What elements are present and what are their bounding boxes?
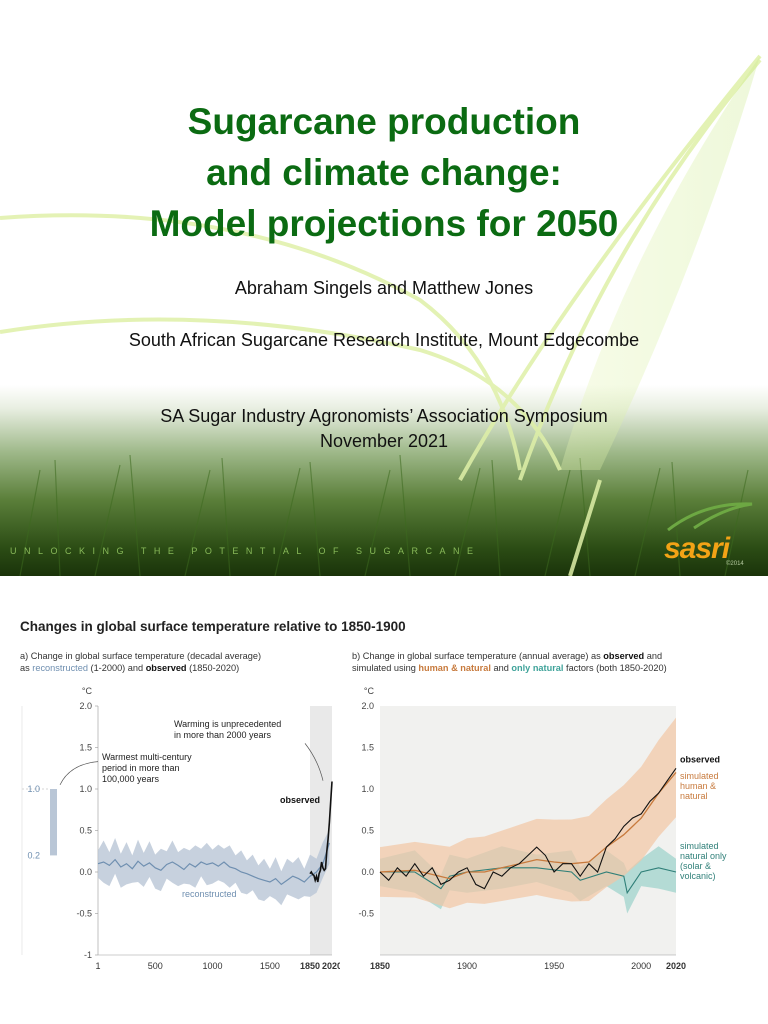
annotation-unprecedented-line-1: Warming is unprecedented bbox=[174, 719, 281, 729]
annotation-warmest-line-3: 100,000 years bbox=[102, 774, 160, 784]
y-tick-label-b: -0.5 bbox=[358, 909, 374, 919]
symposium: SA Sugar Industry Agronomists’ Associati… bbox=[160, 406, 608, 426]
x-tick-label-a: 1850 bbox=[300, 961, 320, 971]
leaf-decoration bbox=[0, 54, 762, 576]
y-tick-label-b: 2.0 bbox=[361, 701, 374, 711]
caption-b-and-2: and bbox=[493, 663, 509, 673]
title-line-2: and climate change: bbox=[206, 152, 562, 193]
observed-line-a bbox=[309, 781, 333, 884]
reconstructed-label: reconstructed bbox=[182, 889, 237, 899]
x-tick-label-b: 2020 bbox=[666, 961, 686, 971]
natural-only-label-line-2: natural only bbox=[680, 851, 727, 861]
presentation-date: November 2021 bbox=[319, 431, 449, 451]
x-tick-label-b: 1950 bbox=[544, 961, 564, 971]
panel-b-caption: b) Change in global surface temperature … bbox=[352, 650, 667, 674]
x-tick-label-a: 500 bbox=[148, 961, 163, 971]
reconstructed-band bbox=[98, 829, 330, 906]
slide-background bbox=[0, 54, 768, 576]
reconstructed-line bbox=[97, 842, 330, 886]
chart-panel-b: 2.0 1.5 1.0 0.5 0.0 -0.5 °C 1850 1900 1950 2000 202… bbox=[358, 686, 727, 971]
y-tick-label-b: 0.5 bbox=[361, 826, 374, 836]
observed-line-b bbox=[379, 767, 677, 890]
caption-b-observed: observed bbox=[603, 651, 645, 661]
caption-b-and: and bbox=[646, 651, 663, 661]
y-axis-label-a: °C bbox=[82, 686, 93, 696]
caption-b-simulated: simulated using bbox=[352, 663, 416, 673]
authors: Abraham Singels and Matthew Jones bbox=[234, 278, 534, 298]
sasri-logo: sasri bbox=[664, 532, 730, 565]
natural-only-label: simulated natural only (solar & volcanic) bbox=[680, 841, 727, 881]
caption-b-natural: only natural bbox=[511, 663, 564, 673]
warm-period-bar bbox=[50, 789, 57, 856]
annotation-unprecedented: Warming is unprecedented in more than 200… bbox=[174, 719, 281, 740]
y-tick-label-a: -0.5 bbox=[76, 909, 92, 919]
copyright: ©2014 bbox=[726, 561, 744, 567]
human-natural-label: simulated human & natural bbox=[680, 771, 719, 801]
annotation-arrow-1 bbox=[304, 743, 324, 781]
y-tick-label-b: 1.5 bbox=[361, 743, 374, 753]
annotation-warmest-line-2: period in more than bbox=[102, 763, 180, 773]
human-natural-label-line-2: human & bbox=[680, 781, 716, 791]
y-tick-label-a: 1.5 bbox=[79, 743, 92, 753]
caption-observed: observed bbox=[145, 663, 187, 673]
annotation-warmest: Warmest multi-century period in more than… bbox=[102, 752, 192, 784]
human-natural-label-line-3: natural bbox=[680, 791, 708, 801]
y-tick-label-a: 2.0 bbox=[79, 701, 92, 711]
x-tick-label-a: 1 bbox=[95, 961, 100, 971]
temperature-figure: Changes in global surface temperature re… bbox=[0, 576, 768, 1024]
bar-label-bottom: 0.2 bbox=[27, 850, 40, 860]
title-line-1: Sugarcane production bbox=[187, 101, 581, 142]
bar-label-top: 1.0 bbox=[27, 784, 40, 794]
panel-a-caption-line-2: as reconstructed (1-2000) and observed (… bbox=[20, 662, 261, 674]
plot-area-a bbox=[98, 706, 332, 955]
title-slide: Sugarcane production and climate change:… bbox=[0, 54, 768, 576]
human-natural-line bbox=[379, 771, 677, 880]
caption-reconstructed: reconstructed bbox=[32, 663, 88, 673]
y-axis-label-b: °C bbox=[364, 686, 375, 696]
caption-b-human: human & natural bbox=[418, 663, 491, 673]
leaf-shape bbox=[560, 56, 760, 470]
panel-b-caption-line-2: simulated using human & natural and only… bbox=[352, 662, 667, 674]
institute: South African Sugarcane Research Institu… bbox=[128, 330, 640, 350]
grass-blades bbox=[19, 454, 749, 576]
x-tick-label-a: 1000 bbox=[203, 961, 223, 971]
x-tick-label-a: 1500 bbox=[260, 961, 280, 971]
slide-title: Sugarcane production and climate change:… bbox=[0, 96, 768, 249]
annotation-arrow-2 bbox=[59, 761, 99, 786]
caption-b-start: b) Change in global surface temperature … bbox=[352, 651, 601, 661]
x-tick-label-a: 2020 bbox=[322, 961, 340, 971]
natural-only-line bbox=[380, 867, 677, 895]
natural-only-label-line-1: simulated bbox=[680, 841, 719, 851]
logo-swoosh-icon bbox=[667, 502, 753, 532]
observed-label-b: observed bbox=[680, 754, 720, 764]
y-tick-label-a: 0.5 bbox=[79, 826, 92, 836]
title-line-3: Model projections for 2050 bbox=[149, 203, 619, 244]
grass-field bbox=[0, 385, 768, 576]
y-tick-label-b: 0.0 bbox=[361, 867, 374, 877]
panel-b-caption-line-1: b) Change in global surface temperature … bbox=[352, 650, 667, 662]
panel-a-caption: a) Change in global surface temperature … bbox=[20, 650, 261, 674]
human-natural-label-line-1: simulated bbox=[680, 771, 719, 781]
y-tick-label-b: 1.0 bbox=[361, 784, 374, 794]
panel-a-caption-line-1: a) Change in global surface temperature … bbox=[20, 651, 262, 661]
natural-only-label-line-4: volcanic) bbox=[680, 871, 716, 881]
x-tick-label-b: 2000 bbox=[631, 961, 651, 971]
natural-only-label-line-3: (solar & bbox=[680, 861, 711, 871]
observed-label-a: observed bbox=[280, 795, 320, 805]
annotation-unprecedented-line-2: in more than 2000 years bbox=[174, 730, 272, 740]
figure-title: Changes in global surface temperature re… bbox=[20, 619, 406, 634]
x-tick-label-b: 1900 bbox=[457, 961, 477, 971]
chart-panel-a: 2.01.51.00.50.0-0.5-1°C1 500 1000 1500 1850 2… bbox=[21, 686, 340, 971]
y-tick-label-a: 1.0 bbox=[79, 784, 92, 794]
y-tick-label-a: 0.0 bbox=[79, 867, 92, 877]
x-tick-label-b: 1850 bbox=[370, 961, 390, 971]
caption-as: as bbox=[20, 663, 30, 673]
caption-mid: (1-2000) and bbox=[90, 663, 144, 673]
caption-b-end: factors (both 1850-2020) bbox=[566, 663, 667, 673]
tagline: UNLOCKING THE POTENTIAL OF SUGARCANE bbox=[10, 546, 481, 556]
annotation-warmest-line-1: Warmest multi-century bbox=[102, 752, 192, 762]
y-tick-label-a: -1 bbox=[84, 950, 92, 960]
caption-end: (1850-2020) bbox=[189, 663, 240, 673]
